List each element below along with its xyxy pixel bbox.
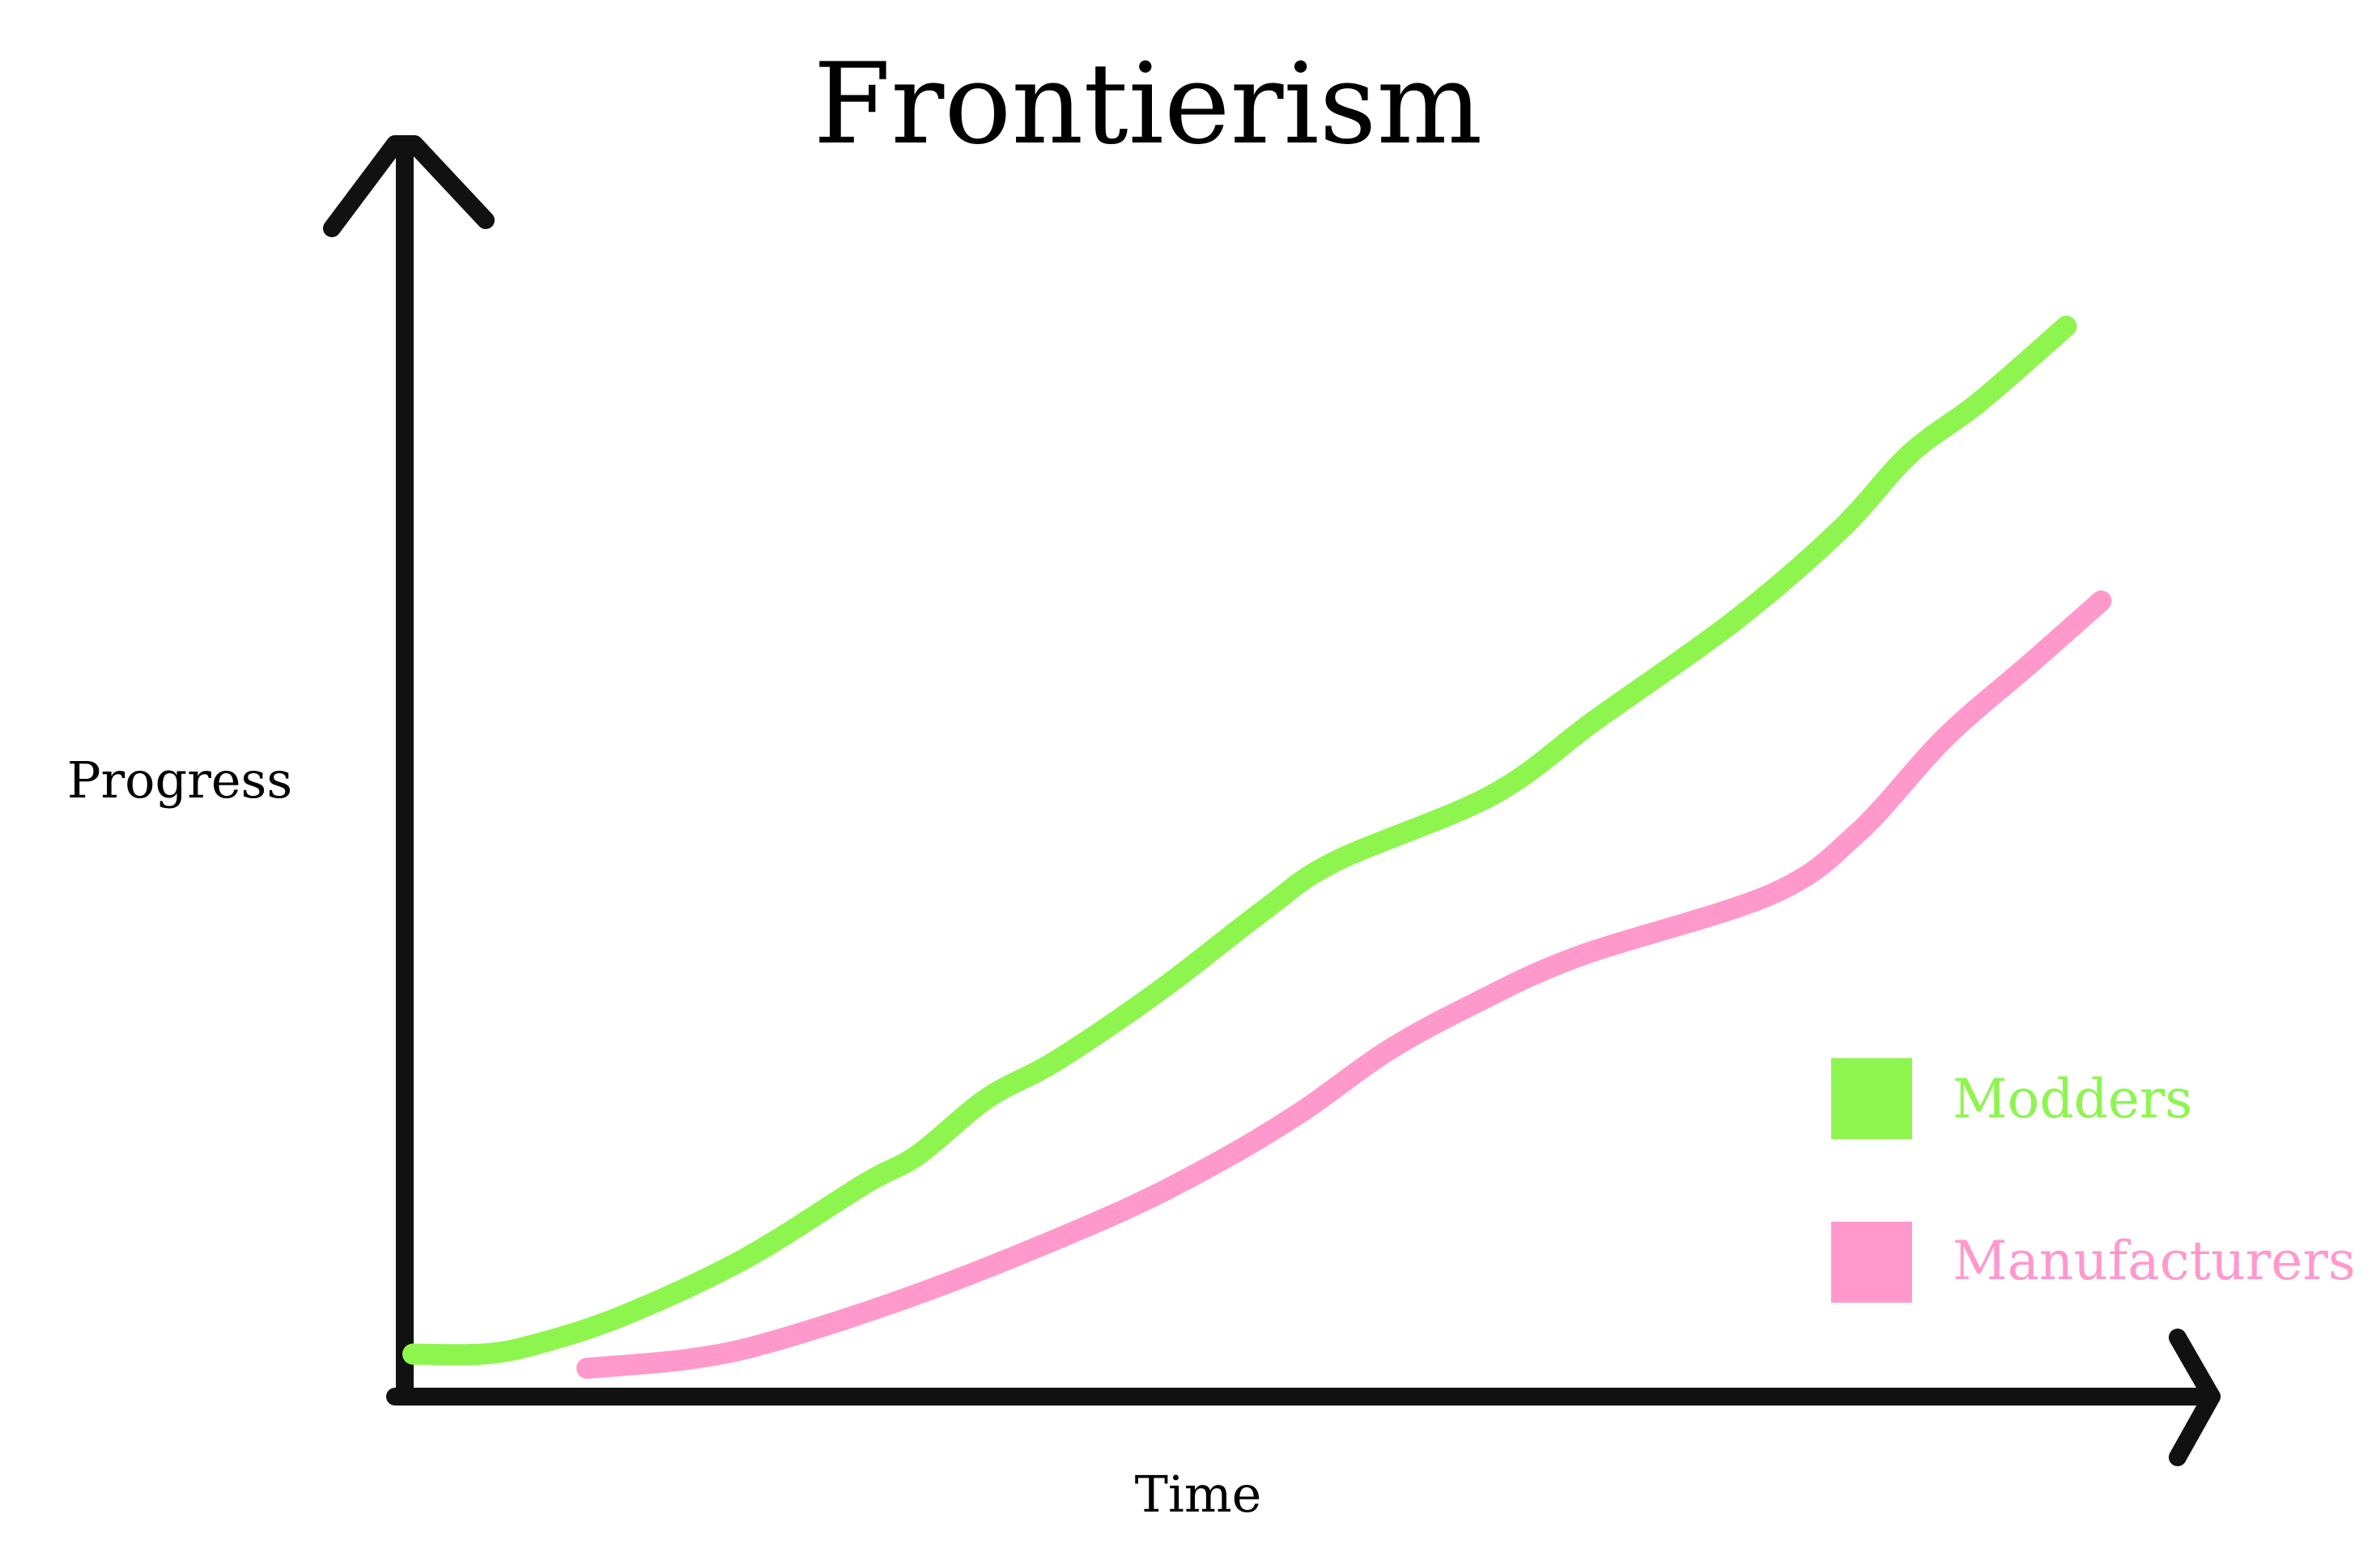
y-axis-label: Progress	[67, 751, 292, 810]
legend-label-manufacturers: Manufacturers	[1953, 1230, 2356, 1292]
chart-title: Frontierism	[814, 39, 1483, 169]
legend-swatch-manufacturers	[1831, 1222, 1912, 1303]
y-axis-arrowhead	[323, 135, 495, 237]
axes	[323, 135, 2221, 1466]
series-line-manufacturers	[576, 590, 2112, 1379]
x-axis-label: Time	[1135, 1465, 1262, 1524]
legend-label-modders: Modders	[1953, 1068, 2192, 1130]
legend-swatch-modders	[1831, 1058, 1912, 1139]
x-axis-arrowhead	[2169, 1329, 2221, 1466]
series-layer	[402, 316, 2112, 1379]
series-line-modders	[402, 316, 2077, 1366]
legend: Modders Manufacturers	[1831, 1058, 2356, 1303]
